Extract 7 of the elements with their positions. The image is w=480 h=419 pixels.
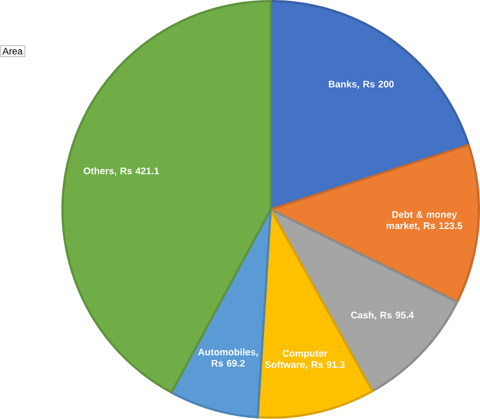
slice-label: Automobiles, Rs 69.2 <box>198 348 258 367</box>
slice-label: Cash, Rs 95.4 <box>351 312 414 320</box>
slice-label: Debt & money market, Rs 123.5 <box>386 210 462 231</box>
slice-label: Computer Software, Rs 91.3 <box>265 350 345 370</box>
slice-label: Banks, Rs 200 <box>328 80 394 89</box>
slice-label: Others, Rs 421.1 <box>84 167 159 176</box>
text: Area <box>2 48 23 55</box>
